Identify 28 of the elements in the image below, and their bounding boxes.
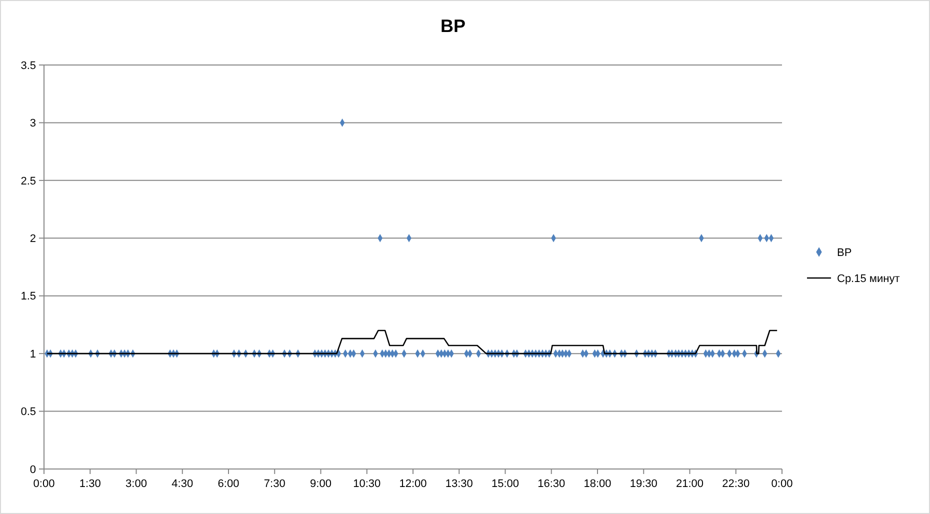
x-tick-label: 13:30 <box>445 478 473 490</box>
x-tick-label: 0:00 <box>771 478 793 490</box>
legend-label: BP <box>837 246 852 259</box>
x-tick-label: 7:30 <box>264 478 286 490</box>
x-tick-label: 19:30 <box>630 478 658 490</box>
x-tick-label: 22:30 <box>722 478 750 490</box>
y-tick-label: 1.5 <box>20 290 36 303</box>
x-tick-label: 21:00 <box>676 478 704 490</box>
x-tick-label: 15:00 <box>491 478 520 490</box>
y-tick-label: 2 <box>30 232 36 245</box>
x-tick-label: 16:30 <box>538 478 566 490</box>
x-tick-label: 0:00 <box>33 478 55 490</box>
x-tick-label: 18:00 <box>584 478 612 490</box>
x-tick-label: 1:30 <box>79 478 101 490</box>
x-tick-label: 6:00 <box>218 478 240 490</box>
y-tick-label: 3 <box>30 118 36 130</box>
x-tick-label: 12:00 <box>399 478 427 490</box>
y-tick-label: 3.5 <box>20 60 36 72</box>
chart-title: BP <box>440 16 466 36</box>
x-tick-label: 10:30 <box>353 478 381 490</box>
legend-label: Ср.15 минут <box>837 272 900 285</box>
y-tick-label: 1 <box>30 348 36 360</box>
y-tick-label: 2.5 <box>20 175 36 188</box>
x-tick-label: 3:00 <box>126 478 147 490</box>
x-tick-label: 4:30 <box>172 478 194 490</box>
y-tick-label: 0 <box>30 464 36 476</box>
y-tick-label: 0.5 <box>20 406 36 418</box>
x-tick-label: 9:00 <box>310 478 332 490</box>
